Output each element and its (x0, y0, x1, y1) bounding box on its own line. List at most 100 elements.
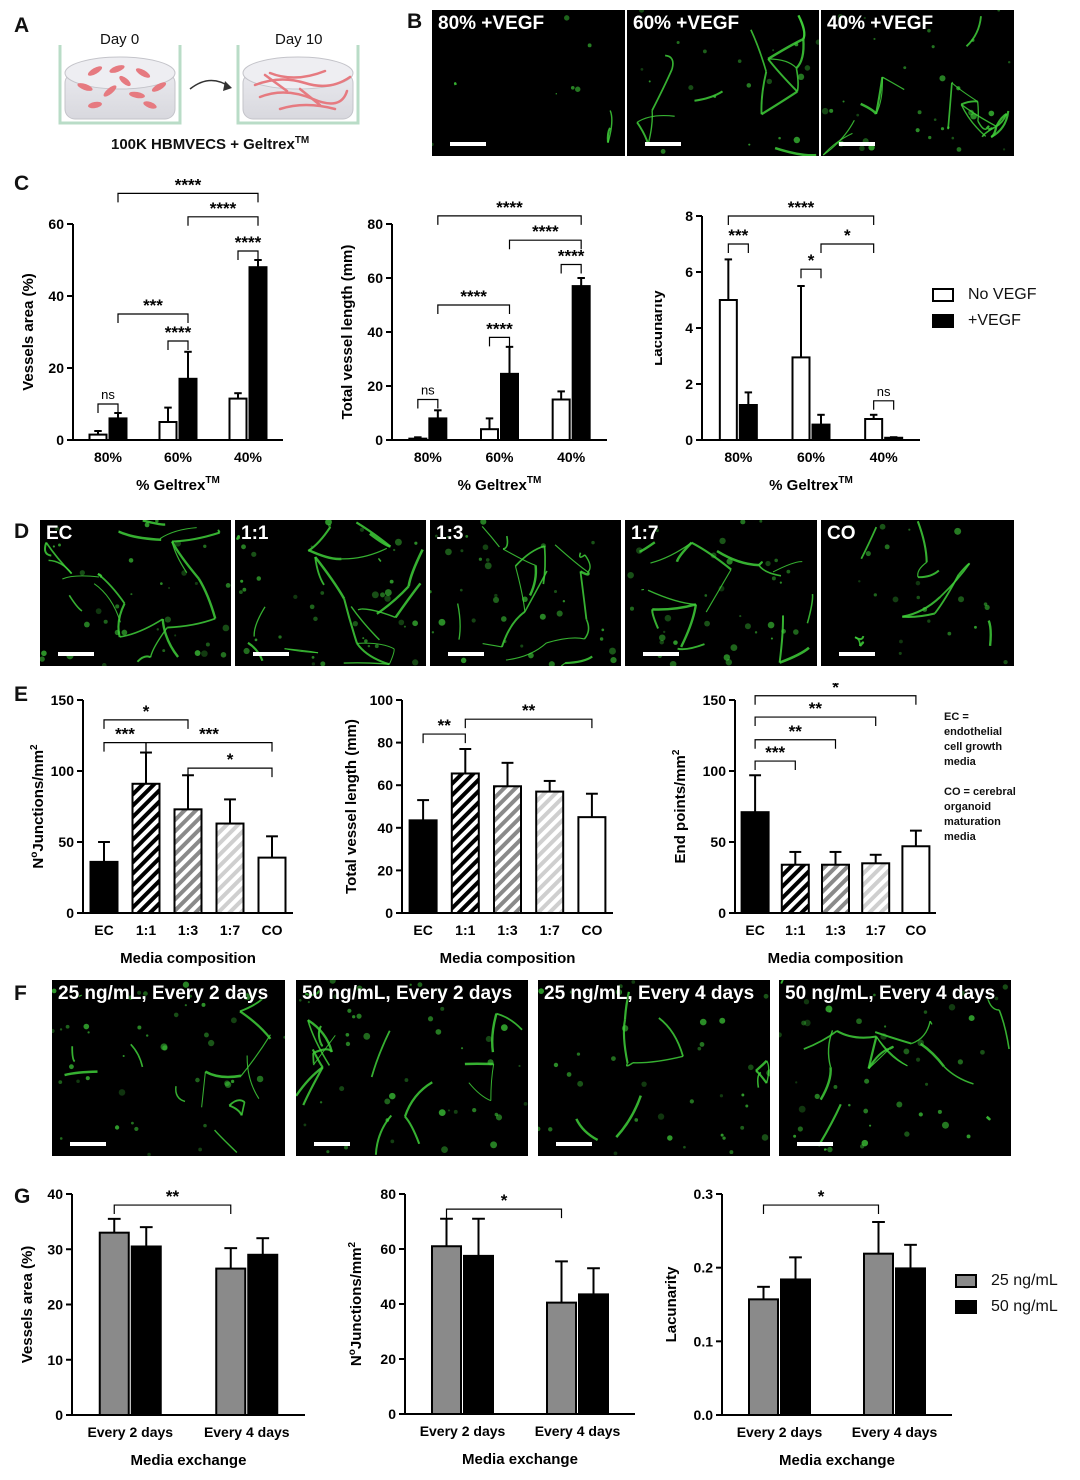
y-tick-label: 4 (685, 320, 693, 336)
bar (811, 423, 831, 442)
caption-superscript: TM (294, 135, 310, 146)
bar (463, 1254, 494, 1415)
x-tick-label: 80% (414, 449, 443, 465)
bar (108, 417, 128, 441)
note-line: CO = cerebral (944, 786, 1016, 798)
x-axis-label: % GeltrexTM (136, 475, 220, 494)
chart-e-junctions: 0 50 100 150 NoJunctions/mm2 Media compositio… (15, 683, 315, 968)
note-spacer (944, 770, 1016, 785)
bar (88, 433, 108, 442)
micrograph-d-co: CO (821, 520, 1014, 666)
image-label: 25 ng/mL, Every 4 days (544, 983, 755, 1004)
x-tick-label: 1:3 (497, 922, 517, 938)
x-tick-label: CO (262, 922, 283, 938)
bar (89, 860, 119, 915)
bar (863, 1252, 894, 1416)
significance-bracket (754, 695, 917, 705)
image-label: CO (827, 523, 856, 544)
x-tick-label: 60% (485, 449, 514, 465)
x-axis-label: Media exchange (131, 1452, 247, 1469)
x-tick-label: 1:3 (178, 922, 198, 938)
bar (408, 819, 438, 914)
x-tick-label: Every 4 days (852, 1424, 938, 1440)
significance-label: * (818, 1187, 825, 1206)
scale-bar (839, 652, 875, 656)
vessel-network-image (432, 15, 613, 147)
significance-bracket (464, 718, 593, 729)
vessel-network-image (430, 520, 617, 666)
vessel-network-image (627, 520, 814, 666)
micrograph-b-80: 80% +VEGF (432, 10, 625, 156)
y-tick-label: 0 (718, 905, 726, 921)
y-tick-label: 40 (48, 288, 64, 304)
vessel-network-image (841, 520, 1008, 665)
significance-bracket (508, 239, 582, 250)
scale-bar (70, 1142, 106, 1146)
y-tick-label: 0.0 (694, 1407, 714, 1423)
x-tick-label: 1:7 (866, 922, 886, 938)
bar (577, 816, 607, 914)
significance-bracket (800, 268, 822, 279)
vessel-network-image (538, 980, 770, 1156)
significance-label: * (808, 251, 815, 270)
significance-bracket (445, 1208, 563, 1219)
significance-label: **** (235, 233, 262, 252)
vessel-network-image (235, 520, 424, 666)
significance-bracket (145, 742, 273, 752)
legend-swatch-white (932, 288, 954, 302)
significance-bracket (97, 403, 119, 413)
y-tick-label: 0 (385, 905, 393, 921)
bar (257, 856, 287, 914)
x-tick-label: Every 2 days (420, 1423, 506, 1439)
significance-label: **** (175, 175, 202, 194)
bar (740, 811, 770, 914)
significance-label: ns (101, 387, 115, 402)
image-label: 1:1 (241, 523, 269, 544)
x-tick-label: Every 4 days (204, 1424, 290, 1440)
y-tick-label: 0 (375, 432, 383, 448)
bar (780, 863, 810, 914)
x-tick-label: 40% (870, 449, 899, 465)
image-label: EC (46, 523, 73, 544)
y-tick-label: 60 (367, 270, 383, 286)
significance-bracket (727, 215, 875, 225)
x-tick-label: CO (905, 922, 926, 938)
chart-e-end-points: 0 50 100 150 End points/mm2 Media composition… (655, 678, 945, 968)
image-label: 40% +VEGF (827, 13, 934, 34)
x-tick-label: 1:1 (785, 922, 805, 938)
y-tick-label: 6 (685, 264, 693, 280)
x-axis-label: % GeltrexTM (458, 475, 542, 494)
bar (864, 418, 884, 441)
wells-illustration (58, 45, 360, 125)
y-axis-label: Vessels area (%) (19, 1246, 36, 1364)
chart-svg: 0.0 0.1 0.2 0.3 Lacunarity Media exchange Ever… (663, 1186, 952, 1469)
significance-label: * (227, 750, 234, 769)
day10-label: Day 10 (275, 31, 323, 48)
y-tick-label: 0.2 (694, 1260, 714, 1276)
x-tick-label: CO (581, 922, 602, 938)
y-axis-label: Lacunarity (663, 1266, 680, 1343)
chart-svg: 0 50 100 150 NoJunctions/mm2 Media compositio… (29, 692, 293, 967)
y-tick-label: 0 (66, 905, 74, 921)
bar (493, 785, 522, 914)
bar (821, 863, 850, 914)
y-tick-label: 0 (388, 1406, 396, 1422)
y-tick-label: 20 (380, 1351, 396, 1367)
significance-bracket (422, 733, 466, 744)
x-tick-label: EC (745, 922, 764, 938)
y-tick-label: 40 (47, 1186, 63, 1202)
note-line: media (944, 831, 976, 843)
bar (247, 1253, 279, 1417)
x-tick-label: 1:7 (540, 922, 560, 938)
significance-label: **** (165, 323, 192, 342)
bar (428, 417, 448, 441)
x-tick-label: 40% (557, 449, 586, 465)
y-axis-label: Lacunarity (655, 289, 666, 366)
micrograph-f-50-4: 50 ng/mL, Every 4 days (779, 980, 1011, 1156)
y-tick-label: 50 (58, 834, 74, 850)
significance-label: **** (486, 319, 513, 338)
significance-label: ** (789, 722, 803, 741)
chart-c-vessels-area: 0 20 40 60 Vessels area (%) % GeltrexTM 80% 60%… (15, 172, 300, 502)
bar (780, 1278, 811, 1416)
